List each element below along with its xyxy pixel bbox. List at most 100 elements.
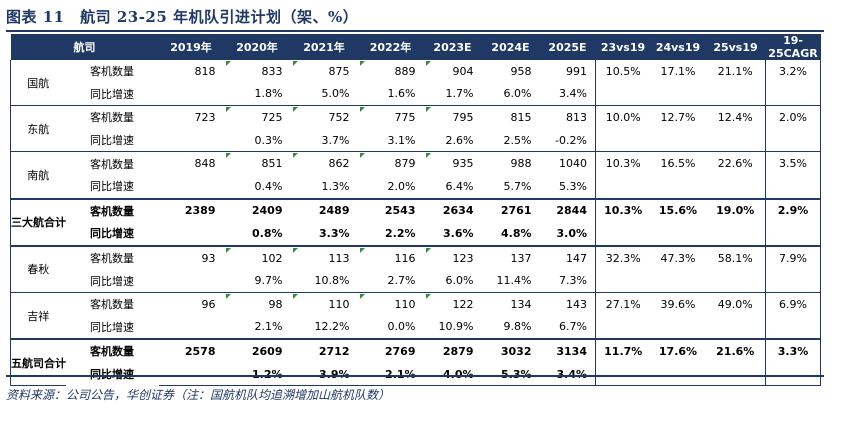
metric-label: 客机数量 [65,105,159,129]
table-cell: 7.3% [559,274,587,288]
metric-label: 客机数量 [65,338,159,363]
table-cell [651,222,706,246]
table-cell: 47.3% [650,244,706,270]
table-cell: 3.3% [318,226,350,240]
airline-name: 五航司合计 [10,338,66,387]
table-cell: 723 [158,105,224,129]
table-cell: 10.0% [595,105,651,129]
airline-name: 吉祥 [10,291,66,340]
table-cell: 32.3% [595,244,651,270]
table-cell: 10.5% [595,60,651,83]
table-cell: 6.7% [559,320,587,334]
table-cell: 17.6% [650,338,706,363]
table-cell: 988 [481,151,540,175]
table-cell: 935 [423,151,482,175]
growth-row: 同比增速 1.2%3.9%2.1%4.0%5.3%3.4% [11,362,821,387]
table-cell: 815 [481,105,540,129]
table-cell: 134 [481,291,540,316]
table-cell: 5.7% [503,179,532,193]
airline-name: 国航 [10,60,66,106]
table-cell: 10.3% [595,197,651,223]
table-cell [765,82,821,106]
table-cell: 2578 [158,338,224,363]
table-cell: 19.0% [705,197,766,223]
table-cell: 21.6% [705,338,766,363]
col-header: 2022年 [357,34,424,60]
table-cell [159,83,224,106]
table-cell: 102 [223,244,291,270]
count-row: 东航 客机数量 723 725 752 775 795 815 813 10.0% 12.7% 12.… [10,105,821,152]
table-cell [765,362,821,387]
table-cell [706,222,766,246]
table-cell [159,222,224,246]
table-cell: 5.3% [481,362,540,387]
table-cell [765,222,821,246]
table-cell: 0.4% [254,179,283,193]
metric-label: 同比增速 [90,227,134,241]
table-cell: 752 [290,105,358,129]
table-cell: 10.8% [314,274,350,288]
table-cell [765,315,821,340]
table-cell: 4.0% [423,362,482,387]
table-cell: 3.7% [321,133,350,147]
table-cell: 0.0% [387,320,416,334]
table-cell: 6.0% [445,274,474,288]
table-cell [651,129,706,152]
table-cell [595,222,651,246]
table-cell [159,175,224,199]
table-cell [651,83,706,106]
table-cell: 833 [224,60,291,83]
metric-label: 同比增速 [66,363,159,386]
table-cell: 795 [423,105,482,129]
table-cell: 11.7% [595,338,651,363]
table-cell: 113 [290,244,358,270]
table-cell: 137 [481,244,540,270]
table-cell: -0.2% [555,133,587,147]
table-cell: 3.4% [559,87,587,101]
table-cell: 116 [357,244,424,270]
table-cell: 775 [357,105,424,129]
header-row: 航司 2019年 2020年 2021年 2022年 2023E 2024E 2… [10,34,821,60]
table-cell: 851 [223,151,291,175]
table-cell [595,269,651,293]
table-cell: 110 [357,291,424,316]
table-cell: 875 [291,60,358,83]
table-cell: 2.2% [384,226,416,240]
count-row: 春秋 客机数量 93 102 113 116 123 137 147 32.3% 47.3% 58.1… [10,244,821,293]
col-header: 2019年 [158,34,224,60]
table-cell: 3.1% [387,133,416,147]
growth-row: 同比增速 9.7% 10.8% 2.7% 6.0% 11.4% 7.3% [11,269,821,293]
figure-title: 图表 11 航司 23-25 年机队引进计划（架、%） [6,8,359,26]
table-cell [595,362,651,387]
table-cell: 2543 [357,197,424,223]
growth-row: 同比增速 0.8% 3.3% 2.2% 3.6% 4.8% 3.0% [11,222,821,246]
table-cell [706,129,766,152]
table-cell: 1.6% [387,87,416,101]
table-cell [159,269,224,292]
table-cell [651,269,706,292]
col-header: 23vs19 [595,34,651,60]
fleet-plan-table: 航司 2019年 2020年 2021年 2022年 2023E 2024E 2… [10,34,821,387]
bottom-rule [6,375,824,377]
table-cell: 1.2% [223,362,291,387]
table-cell: 5.0% [321,87,350,101]
table-cell: 848 [158,151,224,175]
table-cell [595,82,651,106]
table-cell: 2.5% [503,133,532,147]
table-cell: 143 [539,291,596,316]
metric-label: 客机数量 [65,291,159,316]
table-cell: 862 [290,151,358,175]
top-rule [6,30,824,32]
table-cell: 11.4% [496,274,532,288]
count-row: 国航 客机数量 818 833 875 889 904 958 991 10.5% 17.1% 21.… [10,60,821,106]
table-cell: 2409 [223,197,291,223]
table-cell: 2634 [423,197,482,223]
table-cell: 49.0% [705,291,766,316]
table-cell: 3.6% [442,226,474,240]
col-header: 2021年 [290,34,358,60]
table-cell: 1.8% [254,87,283,101]
table-cell: 2.1% [357,362,424,387]
table-cell: 5.3% [559,179,587,193]
metric-label: 同比增速 [90,87,134,101]
table-cell: 2844 [539,197,596,223]
